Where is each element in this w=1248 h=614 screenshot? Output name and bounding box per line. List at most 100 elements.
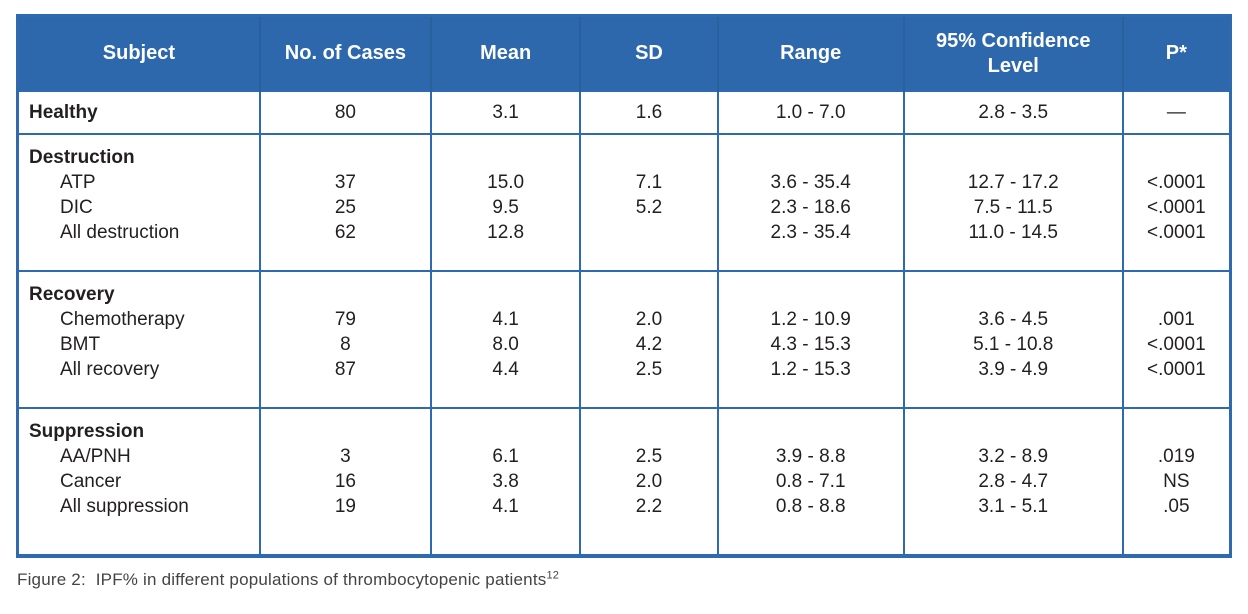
cell-mean: 15.0 9.5 12.8 — [430, 134, 582, 271]
value-sd: 1.6 — [635, 102, 663, 123]
spacer — [261, 282, 430, 307]
value-sd: 2.5 — [635, 446, 663, 467]
cell-mean: 3.1 — [430, 91, 582, 134]
value-cases: 79 — [334, 309, 356, 330]
cell-sd: 2.5 2.0 2.2 — [580, 408, 719, 554]
table-header: Subject No. of Cases Mean SD Range 95% Confid… — [19, 17, 1229, 91]
cell-cases: 3 16 19 — [259, 408, 432, 554]
value-mean: 8.0 — [492, 334, 519, 355]
cell-cases: 37 25 62 — [259, 134, 432, 271]
value-cases: 19 — [334, 496, 356, 517]
value-mean: 15.0 — [487, 172, 525, 193]
spacer — [581, 419, 716, 444]
value-range: 4.3 - 15.3 — [770, 334, 851, 355]
row-label-atp: ATP — [60, 172, 96, 193]
value-ci: 2.8 - 4.7 — [978, 471, 1049, 492]
value-mean: 4.1 — [492, 496, 519, 517]
cell-mean: 4.1 8.0 4.4 — [430, 271, 582, 408]
cell-ci: 3.2 - 8.9 2.8 - 4.7 3.1 - 5.1 — [903, 408, 1124, 554]
figure-caption: Figure 2: IPF% in different populations … — [17, 570, 1248, 590]
value-mean: 9.5 — [492, 197, 519, 218]
value-cases: 25 — [334, 197, 356, 218]
value-cases: 62 — [334, 222, 356, 243]
table-section-recovery: Recovery Chemotherapy BMT All recovery 79 8 8… — [19, 271, 1229, 408]
row-label-aa-pnh: AA/PNH — [60, 446, 131, 467]
value-p: <.0001 — [1147, 359, 1206, 380]
value-range: 1.2 - 15.3 — [770, 359, 851, 380]
spacer — [905, 282, 1122, 307]
header-row: Subject No. of Cases Mean SD Range 95% Confid… — [19, 17, 1229, 91]
cell-sd: 7.1 5.2 — [580, 134, 719, 271]
cell-ci: 3.6 - 4.5 5.1 - 10.8 3.9 - 4.9 — [903, 271, 1124, 408]
spacer — [719, 145, 903, 170]
value-sd: 2.0 — [635, 309, 663, 330]
value-p: NS — [1163, 471, 1190, 492]
value-ci: 12.7 - 17.2 — [967, 172, 1059, 193]
table-section-destruction: Destruction ATP DIC All destruction 37 25 62 … — [19, 134, 1229, 271]
spacer — [905, 145, 1122, 170]
value-sd: 2.0 — [635, 471, 663, 492]
spacer — [581, 282, 716, 307]
column-header-mean: Mean — [430, 17, 582, 91]
group-label-healthy: Healthy — [29, 102, 98, 123]
value-ci: 3.6 - 4.5 — [978, 309, 1049, 330]
value-mean: 4.4 — [492, 359, 519, 380]
value-p: <.0001 — [1147, 222, 1206, 243]
cell-ci: 2.8 - 3.5 — [903, 91, 1124, 134]
value-mean: 3.8 — [492, 471, 519, 492]
cell-subject: Healthy — [19, 91, 261, 134]
value-mean: 6.1 — [492, 446, 519, 467]
value-ci: 11.0 - 14.5 — [968, 222, 1058, 243]
value-p: <.0001 — [1147, 197, 1206, 218]
value-ci: 5.1 - 10.8 — [973, 334, 1054, 355]
value-ci: 3.9 - 4.9 — [978, 359, 1049, 380]
value-cases: 87 — [334, 359, 356, 380]
cell-ci: 12.7 - 17.2 7.5 - 11.5 11.0 - 14.5 — [903, 134, 1124, 271]
spacer — [1124, 419, 1229, 444]
cell-range: 1.0 - 7.0 — [717, 91, 905, 134]
value-range: 3.9 - 8.8 — [775, 446, 846, 467]
value-ci: 3.1 - 5.1 — [978, 496, 1049, 517]
cell-mean: 6.1 3.8 4.1 — [430, 408, 582, 554]
row-label-chemotherapy: Chemotherapy — [60, 309, 185, 330]
value-p: — — [1166, 102, 1186, 123]
figure-caption-text: Figure 2: IPF% in different populations … — [17, 570, 547, 589]
cell-cases: 80 — [259, 91, 432, 134]
cell-range: 1.2 - 10.9 4.3 - 15.3 1.2 - 15.3 — [717, 271, 905, 408]
value-range: 2.3 - 18.6 — [770, 197, 851, 218]
value-mean: 12.8 — [487, 222, 525, 243]
cell-sd: 2.0 4.2 2.5 — [580, 271, 719, 408]
value-sd: 4.2 — [635, 334, 663, 355]
cell-p: .019 NS .05 — [1122, 408, 1229, 554]
cell-sd: 1.6 — [580, 91, 719, 134]
ipf-table-frame: Subject No. of Cases Mean SD Range 95% Confid… — [16, 14, 1232, 558]
value-ci: 7.5 - 11.5 — [973, 197, 1053, 218]
cell-cases: 79 8 87 — [259, 271, 432, 408]
cell-p: .001 <.0001 <.0001 — [1122, 271, 1229, 408]
spacer — [432, 145, 579, 170]
column-header-range: Range — [717, 17, 905, 91]
table-section-suppression: Suppression AA/PNH Cancer All suppression 3… — [19, 408, 1229, 554]
group-label-recovery: Recovery — [29, 284, 115, 305]
value-p: <.0001 — [1147, 172, 1206, 193]
cell-p: <.0001 <.0001 <.0001 — [1122, 134, 1229, 271]
value-sd: 2.5 — [635, 359, 663, 380]
table-body: Healthy 80 3.1 1.6 1.0 - 7.0 2.8 - 3.5 — Destru… — [19, 91, 1229, 554]
spacer — [719, 282, 903, 307]
spacer — [261, 145, 430, 170]
cell-range: 3.9 - 8.8 0.8 - 7.1 0.8 - 8.8 — [717, 408, 905, 554]
citation-superscript: 12 — [546, 569, 560, 582]
value-cases: 37 — [334, 172, 356, 193]
spacer — [905, 419, 1122, 444]
cell-range: 3.6 - 35.4 2.3 - 18.6 2.3 - 35.4 — [717, 134, 905, 271]
row-label-bmt: BMT — [60, 334, 101, 355]
value-sd — [581, 220, 716, 245]
value-sd: 7.1 — [635, 172, 663, 193]
row-label-all-destruction: All destruction — [60, 222, 180, 243]
value-cases: 3 — [340, 446, 351, 467]
spacer — [432, 419, 579, 444]
value-cases: 8 — [340, 334, 351, 355]
value-cases: 80 — [334, 102, 356, 123]
value-p: <.0001 — [1147, 334, 1206, 355]
spacer — [1124, 282, 1229, 307]
